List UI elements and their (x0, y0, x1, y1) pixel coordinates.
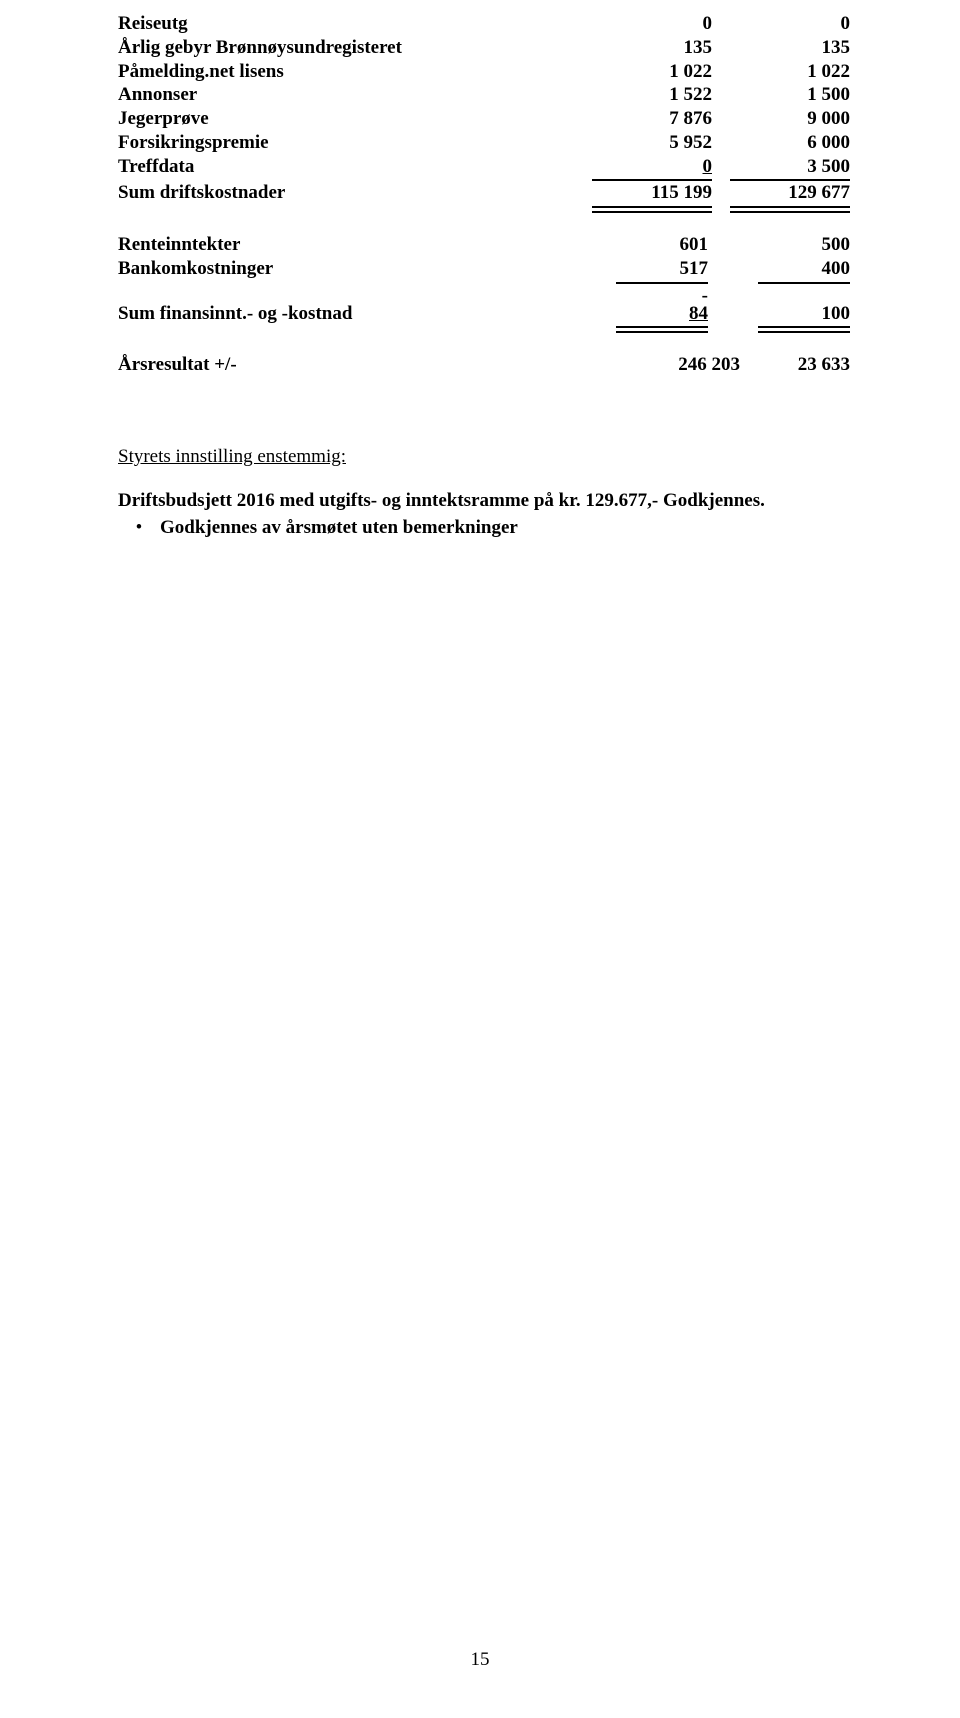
row-val-b: 6 000 (730, 131, 850, 155)
row-val-b: 500 (758, 233, 850, 257)
result-val-a: 246 203 (620, 353, 740, 377)
table-row: Bankomkostninger 517 400 (118, 257, 850, 281)
table-row: Årlig gebyr Brønnøysundregisteret 135 13… (118, 36, 850, 60)
table2: Renteinntekter 601 500 Bankomkostninger … (118, 233, 850, 333)
row-label: Jegerprøve (118, 107, 592, 131)
table2-rule (118, 281, 850, 284)
row-val-a: 1 022 (592, 60, 712, 84)
row-label: Årlig gebyr Brønnøysundregisteret (118, 36, 592, 60)
row-val-a: 7 876 (592, 107, 712, 131)
table1: Reiseutg 0 0 Årlig gebyr Brønnøysundregi… (118, 12, 850, 213)
table-row: Renteinntekter 601 500 (118, 233, 850, 257)
sum-val-b: 129 677 (730, 181, 850, 205)
sum-val-a: 115 199 (592, 181, 712, 205)
sum-val-a: 84 (616, 302, 708, 326)
row-val-a: 0 (592, 155, 712, 179)
row-val-a: 1 522 (592, 83, 712, 107)
row-val-b: 1 500 (730, 83, 850, 107)
row-val-b: 3 500 (730, 155, 850, 179)
row-val-a: 601 (616, 233, 708, 257)
sum-label: Sum driftskostnader (118, 181, 592, 205)
row-val-a: 135 (592, 36, 712, 60)
table-row: Jegerprøve 7 876 9 000 (118, 107, 850, 131)
table-row: Forsikringspremie 5 952 6 000 (118, 131, 850, 155)
row-label: Påmelding.net lisens (118, 60, 592, 84)
row-label: Annonser (118, 83, 592, 107)
sum-label: Sum finansinnt.- og -kostnad (118, 302, 616, 326)
table-row: Annonser 1 522 1 500 (118, 83, 850, 107)
table2-double-rule (118, 325, 850, 333)
page: Reiseutg 0 0 Årlig gebyr Brønnøysundregi… (0, 0, 960, 1718)
row-val-b: 9 000 (730, 107, 850, 131)
sum-val-b: 100 (758, 302, 850, 326)
row-val-b: 1 022 (730, 60, 850, 84)
table-row: Påmelding.net lisens 1 022 1 022 (118, 60, 850, 84)
table-row: Treffdata 0 3 500 (118, 155, 850, 179)
row-val-b: 400 (758, 257, 850, 281)
table-row: Reiseutg 0 0 (118, 12, 850, 36)
result-label: Årsresultat +/- (118, 353, 620, 377)
table1-sum-row: Sum driftskostnader 115 199 129 677 (118, 181, 850, 205)
row-val-b: 135 (730, 36, 850, 60)
footer-heading: Styrets innstilling enstemmig: (118, 445, 850, 469)
row-label: Renteinntekter (118, 233, 616, 257)
row-label: Treffdata (118, 155, 592, 179)
table2-minus-row: - (118, 284, 850, 302)
table1-double-rule (118, 205, 850, 213)
table2-sum-row: Sum finansinnt.- og -kostnad 84 100 (118, 302, 850, 326)
result-val-b: 23 633 (758, 353, 850, 377)
footer-block: Styrets innstilling enstemmig: Driftsbud… (118, 445, 850, 539)
row-val-a: 517 (616, 257, 708, 281)
row-val-a: 5 952 (592, 131, 712, 155)
footer-bullet-row: • Godkjennes av årsmøtet uten bemerkning… (118, 516, 850, 540)
footer-bullet-text: Godkjennes av årsmøtet uten bemerkninger (160, 516, 850, 540)
row-val-b: 0 (730, 12, 850, 36)
row-label: Forsikringspremie (118, 131, 592, 155)
footer-line: Driftsbudsjett 2016 med utgifts- og innt… (118, 489, 850, 513)
row-label: Bankomkostninger (118, 257, 616, 281)
bullet-icon: • (118, 516, 160, 540)
row-val-a: 0 (592, 12, 712, 36)
page-number: 15 (0, 1648, 960, 1672)
footer-heading-text: Styrets innstilling enstemmig: (118, 446, 346, 467)
result-row: Årsresultat +/- 246 203 23 633 (118, 353, 850, 377)
row-label: Reiseutg (118, 12, 592, 36)
